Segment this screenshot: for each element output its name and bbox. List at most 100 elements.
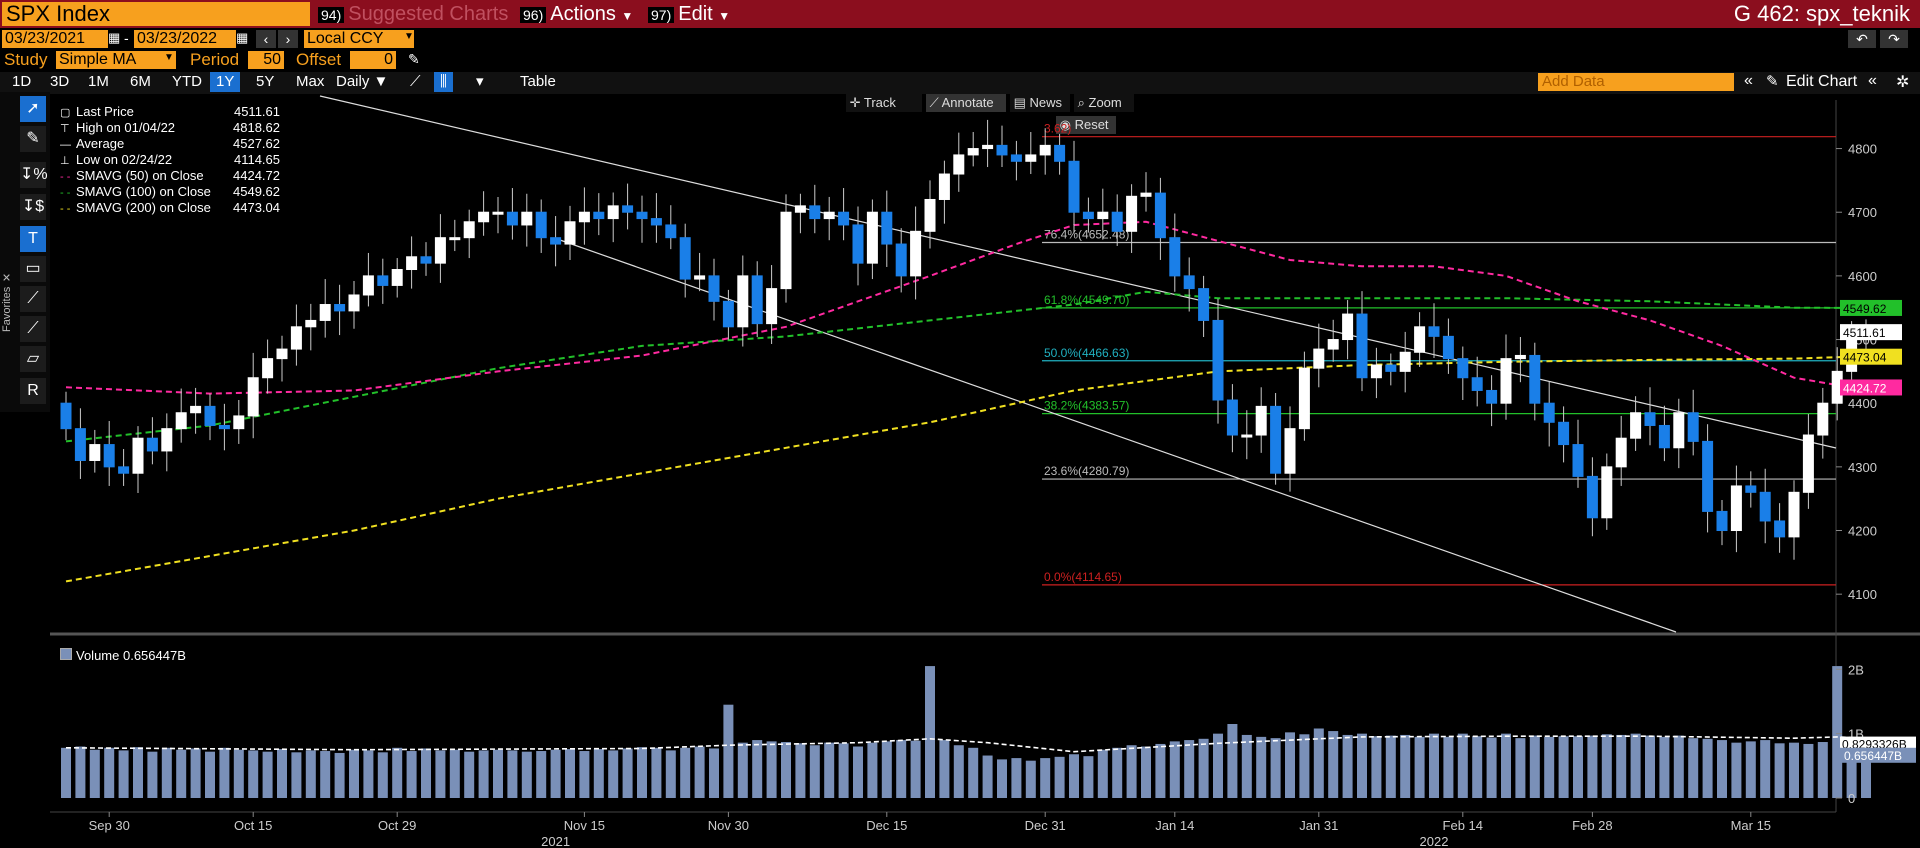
volume-average-line — [65, 735, 1867, 753]
line-tool-icon[interactable]: ⟋ — [20, 286, 46, 312]
settings-icon[interactable]: ✲ — [1896, 74, 1910, 91]
volume-bar — [1299, 734, 1310, 798]
study-dropdown-icon[interactable]: ▼ — [164, 52, 174, 63]
price-tick-label: 4600 — [1848, 269, 1877, 284]
volume-bar — [1169, 741, 1180, 798]
candle-body — [1514, 354, 1526, 360]
range-button-6m[interactable]: 6M — [130, 73, 151, 90]
price-tag-bg — [1840, 379, 1902, 396]
pen-icon[interactable]: ✎ — [408, 51, 420, 67]
pen-tool-icon[interactable]: ✎ — [20, 126, 46, 152]
redo-icon[interactable]: ↷ — [1880, 30, 1908, 48]
volume-bar — [392, 747, 403, 798]
legend-value: 4818.62 — [233, 120, 280, 135]
frequency-select[interactable]: Daily ▼ — [336, 73, 389, 90]
currency-dropdown-icon[interactable]: ▼ — [404, 31, 414, 42]
volume-bar — [377, 752, 388, 798]
prev-period-button[interactable]: ‹ — [256, 30, 276, 48]
ray-tool-icon[interactable]: ⟋ — [20, 316, 46, 342]
line-chart-icon[interactable]: ⟋ — [410, 73, 421, 90]
candle-body — [794, 205, 806, 213]
range-button-1m[interactable]: 1M — [88, 73, 109, 90]
volume-bar — [910, 740, 921, 798]
add-data-input[interactable]: Add Data — [1538, 73, 1734, 91]
volume-bar — [334, 752, 345, 798]
candle-body — [1097, 211, 1109, 220]
candle-body — [852, 224, 864, 264]
actions-menu[interactable]: 96) Actions ▼ — [520, 2, 633, 26]
price-tag-bg — [1840, 324, 1902, 341]
candle-body — [391, 269, 403, 286]
dollar-tool-icon[interactable]: ↧$ — [20, 194, 46, 220]
volume-bar — [709, 748, 719, 798]
x-tick-label: Dec 31 — [1025, 818, 1066, 833]
track-button[interactable]: ✛ Track — [846, 94, 922, 112]
pointer-tool-icon[interactable]: ➚ — [20, 96, 46, 122]
volume-bar — [75, 746, 86, 798]
range-button-1d[interactable]: 1D — [12, 73, 32, 90]
x-tick-label: Sep 30 — [89, 818, 130, 833]
fib-label: 38.2%(4383.57) — [1044, 399, 1129, 413]
header-bar: SPX Index 94) Suggested Charts 96) Actions… — [0, 0, 1920, 28]
date-to-field[interactable]: 03/23/2022 — [134, 30, 236, 48]
date-from-field[interactable]: 03/23/2021 — [2, 30, 108, 48]
candle-body — [420, 256, 432, 264]
volume-bar — [205, 751, 215, 798]
channel-tool-icon[interactable]: ▱ — [20, 346, 46, 372]
candle-body — [1558, 421, 1570, 446]
calendar-from-icon[interactable]: ▦ — [108, 30, 121, 45]
volume-bar — [1558, 736, 1569, 798]
candle-body — [1644, 412, 1656, 426]
table-button[interactable]: Table — [520, 73, 556, 90]
next-period-button[interactable]: › — [278, 30, 298, 48]
expand-icon[interactable]: « — [1868, 72, 1877, 89]
annotate-button[interactable]: ⟋ Annotate — [926, 94, 1006, 112]
candle-body — [650, 218, 662, 226]
edit-chart-icon[interactable]: ✎ — [1766, 73, 1779, 90]
zoom-button[interactable]: ⌕ Zoom — [1074, 94, 1134, 112]
percent-tool-icon[interactable]: ↧% — [20, 162, 48, 188]
volume-bar — [1645, 735, 1655, 798]
volume-bar — [1112, 747, 1123, 798]
offset-field[interactable]: 0 — [350, 51, 396, 69]
ticker-field[interactable]: SPX Index — [2, 2, 310, 26]
x-tick-label: Mar 15 — [1731, 818, 1771, 833]
regression-tool-icon[interactable]: R — [20, 378, 46, 404]
candle-body — [89, 444, 101, 461]
suggested-charts-menu[interactable]: 94) Suggested Charts — [318, 2, 508, 26]
edit-menu[interactable]: 97) Edit ▼ — [648, 2, 730, 26]
x-tick-label: Oct 15 — [234, 818, 272, 833]
range-button-5y[interactable]: 5Y — [256, 73, 275, 90]
volume-bar — [133, 747, 143, 798]
range-button-max[interactable]: Max — [296, 73, 325, 90]
news-button[interactable]: ▤ News — [1010, 94, 1070, 112]
candle-body — [823, 211, 835, 220]
undo-icon[interactable]: ↶ — [1848, 30, 1876, 48]
calendar-to-icon[interactable]: ▦ — [236, 30, 249, 45]
range-button-3d[interactable]: 3D — [50, 73, 70, 90]
volume-bar — [61, 747, 71, 798]
candle-body — [607, 205, 619, 220]
volume-bar — [1789, 742, 1799, 798]
candle-chart-icon[interactable]: ⫼ — [434, 72, 453, 92]
year-label: 2022 — [1420, 834, 1449, 848]
legend-row: ▢ Last Price 4511.61 — [60, 104, 280, 120]
collapse-icon[interactable]: « — [1744, 72, 1753, 89]
range-button-ytd[interactable]: YTD — [172, 73, 202, 90]
text-tool-icon[interactable]: T — [20, 226, 46, 252]
chart-type-dropdown-icon[interactable]: ▾ — [476, 73, 484, 90]
period-field[interactable]: 50 — [248, 51, 284, 69]
currency-select[interactable]: Local CCY — [304, 30, 414, 48]
range-button-1y[interactable]: 1Y — [210, 72, 241, 92]
year-label: 2021 — [541, 834, 570, 848]
reset-button[interactable]: ◉ Reset — [1056, 116, 1116, 134]
volume-bar — [521, 751, 532, 798]
rectangle-tool-icon[interactable]: ▭ — [20, 256, 46, 282]
volume-bar — [1846, 742, 1857, 798]
volume-bar — [795, 743, 806, 798]
legend-value: 4511.61 — [233, 104, 280, 119]
edit-chart-button[interactable]: Edit Chart — [1786, 73, 1858, 90]
candle-body — [463, 221, 475, 239]
study-select[interactable]: Simple MA — [56, 51, 176, 69]
